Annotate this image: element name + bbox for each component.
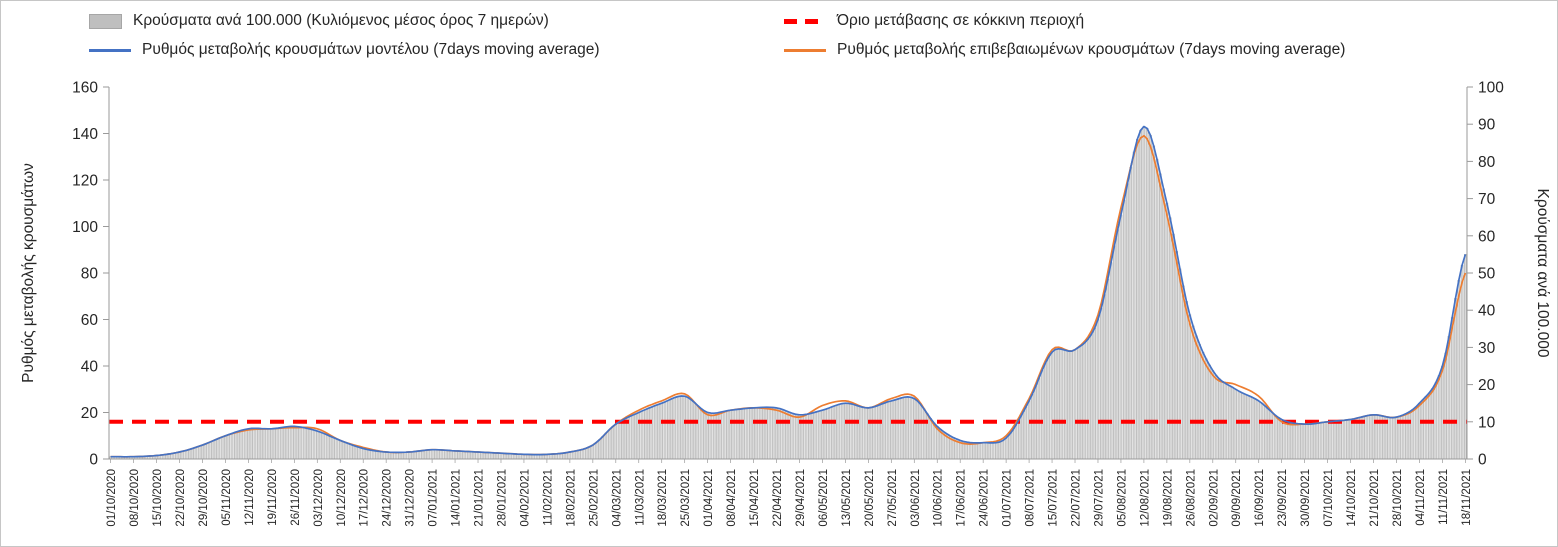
svg-text:09/09/2021: 09/09/2021 <box>1231 469 1243 527</box>
svg-text:11/02/2021: 11/02/2021 <box>542 469 554 526</box>
svg-text:18/11/2021: 18/11/2021 <box>1461 469 1473 526</box>
svg-text:28/10/2021: 28/10/2021 <box>1392 469 1404 527</box>
svg-text:22/10/2020: 22/10/2020 <box>175 469 187 527</box>
svg-text:22/07/2021: 22/07/2021 <box>1071 469 1083 527</box>
svg-text:15/10/2020: 15/10/2020 <box>152 469 164 527</box>
svg-text:31/12/2020: 31/12/2020 <box>405 469 417 527</box>
svg-text:18/03/2021: 18/03/2021 <box>657 469 669 527</box>
svg-text:12/11/2020: 12/11/2020 <box>244 469 256 526</box>
svg-text:18/02/2021: 18/02/2021 <box>565 469 577 527</box>
svg-text:100: 100 <box>72 219 98 236</box>
svg-text:0: 0 <box>89 452 98 469</box>
svg-text:06/05/2021: 06/05/2021 <box>818 469 830 527</box>
svg-text:02/09/2021: 02/09/2021 <box>1208 469 1220 527</box>
svg-text:07/01/2021: 07/01/2021 <box>428 469 440 527</box>
svg-text:01/04/2021: 01/04/2021 <box>703 469 715 527</box>
svg-text:0: 0 <box>1478 452 1487 469</box>
svg-text:11/03/2021: 11/03/2021 <box>634 469 646 526</box>
svg-text:15/07/2021: 15/07/2021 <box>1048 469 1060 527</box>
svg-text:50: 50 <box>1478 266 1496 283</box>
svg-text:04/02/2021: 04/02/2021 <box>519 469 531 527</box>
svg-text:40: 40 <box>81 359 99 376</box>
svg-text:90: 90 <box>1478 117 1496 134</box>
svg-text:Ρυθμός μεταβολής κρουσμάτων: Ρυθμός μεταβολής κρουσμάτων <box>20 163 37 383</box>
svg-text:29/10/2020: 29/10/2020 <box>198 469 210 527</box>
svg-text:30: 30 <box>1478 340 1496 357</box>
svg-text:70: 70 <box>1478 191 1496 208</box>
svg-text:07/10/2021: 07/10/2021 <box>1323 469 1335 527</box>
svg-text:14/10/2021: 14/10/2021 <box>1346 469 1358 527</box>
svg-text:Κρούσματα ανά 100.000: Κρούσματα ανά 100.000 <box>1534 189 1551 358</box>
svg-text:03/06/2021: 03/06/2021 <box>910 469 922 527</box>
svg-text:25/02/2021: 25/02/2021 <box>588 469 600 527</box>
svg-text:15/04/2021: 15/04/2021 <box>749 469 761 527</box>
svg-text:24/12/2020: 24/12/2020 <box>382 469 394 527</box>
svg-text:19/11/2020: 19/11/2020 <box>267 469 279 526</box>
svg-text:25/03/2021: 25/03/2021 <box>680 469 692 527</box>
svg-text:27/05/2021: 27/05/2021 <box>887 469 899 527</box>
svg-text:120: 120 <box>72 173 98 190</box>
svg-text:100: 100 <box>1478 80 1504 97</box>
svg-text:08/07/2021: 08/07/2021 <box>1025 469 1037 527</box>
svg-text:12/08/2021: 12/08/2021 <box>1139 469 1151 527</box>
svg-text:04/11/2021: 04/11/2021 <box>1415 469 1427 526</box>
svg-text:03/12/2020: 03/12/2020 <box>313 469 325 527</box>
svg-text:22/04/2021: 22/04/2021 <box>772 469 784 527</box>
svg-text:80: 80 <box>81 266 99 283</box>
svg-text:26/08/2021: 26/08/2021 <box>1185 469 1197 527</box>
svg-text:26/11/2020: 26/11/2020 <box>290 469 302 526</box>
svg-text:16/09/2021: 16/09/2021 <box>1254 469 1266 527</box>
svg-text:08/10/2020: 08/10/2020 <box>129 469 141 527</box>
svg-text:10/06/2021: 10/06/2021 <box>933 469 945 527</box>
svg-text:10: 10 <box>1478 414 1496 431</box>
svg-text:17/12/2020: 17/12/2020 <box>359 469 371 527</box>
svg-text:10/12/2020: 10/12/2020 <box>336 469 348 527</box>
svg-text:08/04/2021: 08/04/2021 <box>726 469 738 527</box>
svg-text:140: 140 <box>72 126 98 143</box>
svg-text:11/11/2021: 11/11/2021 <box>1438 469 1450 525</box>
svg-text:60: 60 <box>81 312 99 329</box>
svg-text:24/06/2021: 24/06/2021 <box>979 469 991 527</box>
svg-text:05/11/2020: 05/11/2020 <box>221 469 233 526</box>
svg-text:19/08/2021: 19/08/2021 <box>1162 469 1174 527</box>
svg-text:13/05/2021: 13/05/2021 <box>841 469 853 527</box>
svg-text:20/05/2021: 20/05/2021 <box>864 469 876 527</box>
svg-text:20: 20 <box>1478 377 1496 394</box>
svg-text:20: 20 <box>81 405 99 422</box>
svg-text:29/04/2021: 29/04/2021 <box>795 469 807 527</box>
svg-text:17/06/2021: 17/06/2021 <box>956 469 968 527</box>
svg-text:29/07/2021: 29/07/2021 <box>1093 469 1105 527</box>
svg-text:28/01/2021: 28/01/2021 <box>496 469 508 527</box>
svg-text:80: 80 <box>1478 154 1496 171</box>
svg-text:14/01/2021: 14/01/2021 <box>451 469 463 527</box>
svg-text:21/01/2021: 21/01/2021 <box>474 469 486 527</box>
svg-text:04/03/2021: 04/03/2021 <box>611 469 623 527</box>
svg-text:05/08/2021: 05/08/2021 <box>1116 469 1128 527</box>
svg-text:01/07/2021: 01/07/2021 <box>1002 469 1014 527</box>
svg-text:01/10/2020: 01/10/2020 <box>106 469 118 527</box>
svg-text:30/09/2021: 30/09/2021 <box>1300 469 1312 527</box>
svg-text:40: 40 <box>1478 303 1496 320</box>
svg-text:23/09/2021: 23/09/2021 <box>1277 469 1289 527</box>
svg-text:60: 60 <box>1478 228 1496 245</box>
svg-text:21/10/2021: 21/10/2021 <box>1369 469 1381 527</box>
svg-text:160: 160 <box>72 80 98 97</box>
